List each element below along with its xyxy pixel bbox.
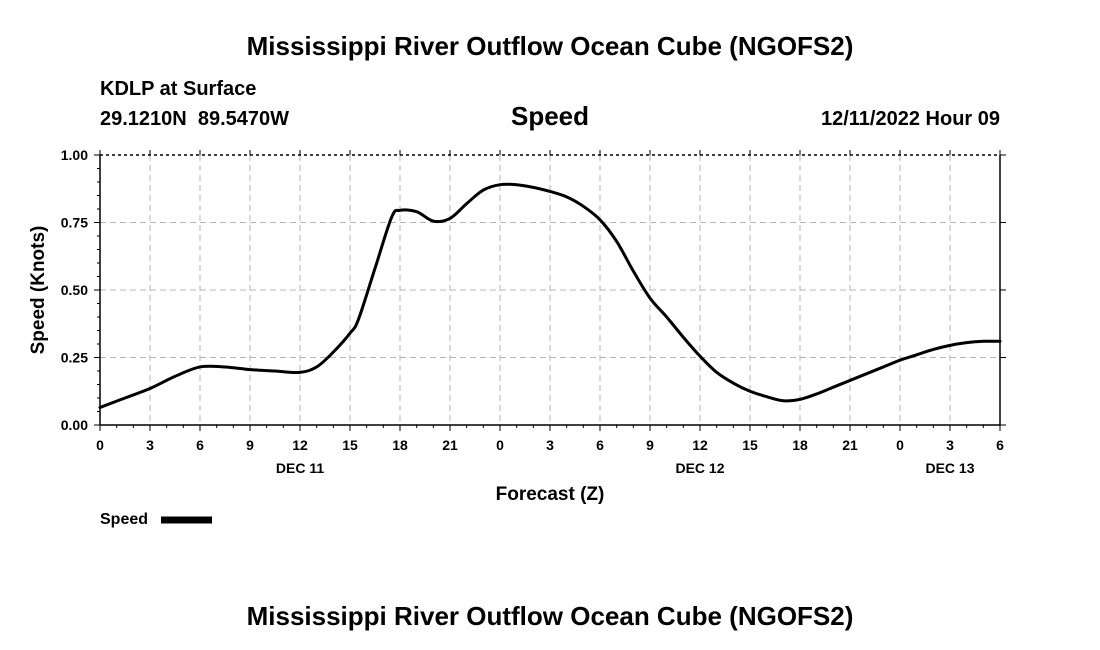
x-tick-label: 0	[96, 437, 104, 453]
x-tick-label: 3	[146, 437, 154, 453]
axes	[94, 150, 1006, 431]
x-tick-label: 6	[196, 437, 204, 453]
chart-main-title: Mississippi River Outflow Ocean Cube (NG…	[247, 31, 854, 61]
x-tick-label: 12	[292, 437, 308, 453]
plot-title: Speed	[511, 101, 589, 131]
legend: Speed	[100, 511, 212, 528]
x-tick-label: 15	[742, 437, 758, 453]
x-date-label: DEC 12	[675, 460, 724, 476]
x-tick-label: 12	[692, 437, 708, 453]
y-tick-label: 1.00	[61, 147, 88, 163]
coordinates-label: 29.1210N 89.5470W	[100, 108, 289, 130]
footer-title: Mississippi River Outflow Ocean Cube (NG…	[247, 601, 854, 631]
x-tick-label: 6	[996, 437, 1004, 453]
x-tick-label: 18	[392, 437, 408, 453]
x-date-label: DEC 13	[925, 460, 974, 476]
legend-label: Speed	[100, 511, 148, 528]
series-line-speed	[98, 182, 1002, 409]
x-tick-label: 21	[442, 437, 458, 453]
x-date-label: DEC 11	[276, 460, 324, 476]
x-tick-label: 0	[896, 437, 904, 453]
x-tick-label: 18	[792, 437, 808, 453]
x-axis-label: Forecast (Z)	[496, 484, 605, 505]
grid-lines	[100, 155, 1000, 425]
forecast-timestamp: 12/11/2022 Hour 09	[821, 108, 1000, 130]
series-layer	[98, 182, 1002, 409]
y-axis-label: Speed (Knots)	[28, 226, 49, 355]
y-tick-label: 0.25	[61, 350, 88, 366]
y-tick-label: 0.00	[61, 417, 88, 433]
station-label: KDLP at Surface	[100, 78, 256, 100]
x-tick-label: 15	[342, 437, 358, 453]
x-tick-label: 6	[596, 437, 604, 453]
x-tick-label: 9	[246, 437, 254, 453]
x-tick-label: 9	[646, 437, 654, 453]
tick-labels: 0 3 6 9 12 15 18 21 0 3 6 9 12 15 18 21 0 3 6 DEC 11 DEC 12 D…	[61, 147, 1004, 476]
x-tick-label: 3	[946, 437, 954, 453]
x-tick-label: 0	[496, 437, 504, 453]
x-tick-label: 21	[842, 437, 858, 453]
y-tick-label: 0.50	[61, 282, 88, 298]
x-tick-label: 3	[546, 437, 554, 453]
y-tick-label: 0.75	[61, 215, 88, 231]
